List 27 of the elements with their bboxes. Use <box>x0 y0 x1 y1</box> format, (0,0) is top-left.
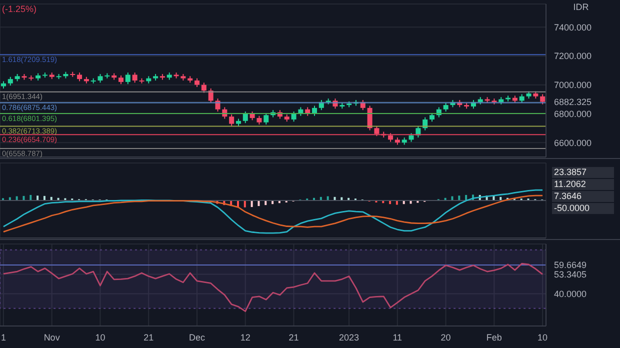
x-tick-label: 10 <box>95 332 106 342</box>
y-axis-title: IDR <box>572 2 590 12</box>
x-tick-label: 12 <box>240 332 250 342</box>
x-tick-label: 21 <box>288 332 299 342</box>
text: -50.0000 <box>552 203 614 214</box>
y-tick-label: 7200.000 <box>554 51 592 62</box>
text: 23.3857 <box>552 167 614 178</box>
x-tick-label: 11 <box>392 332 402 342</box>
y-tick-label: 7000.000 <box>554 80 592 90</box>
x-tick-label: 10 <box>538 332 548 342</box>
text: 7.3646 <box>552 191 614 202</box>
x-tick-label: 21 <box>144 332 154 342</box>
y-tick-label: 7400.000 <box>554 22 592 32</box>
x-tick-label: Feb <box>486 332 502 342</box>
text: 11.2062 <box>552 179 614 190</box>
y-tick-label: 59.6649 <box>554 260 587 270</box>
y-tick-label: 6600.000 <box>554 138 592 148</box>
y-tick-label: 53.3405 <box>554 269 587 280</box>
x-tick-label: Dec <box>188 332 206 342</box>
x-tick-label: 1 <box>0 332 6 342</box>
x-tick-label: 20 <box>440 332 451 342</box>
annotation: (-1.25%) <box>2 4 37 14</box>
y-tick-label: 6882.325 <box>554 97 592 108</box>
y-tick-label: 6800.000 <box>554 108 592 119</box>
x-tick-label: 2023 <box>339 332 360 342</box>
x-tick-label: Nov <box>44 332 60 342</box>
y-tick-label: 40.0000 <box>554 288 587 299</box>
